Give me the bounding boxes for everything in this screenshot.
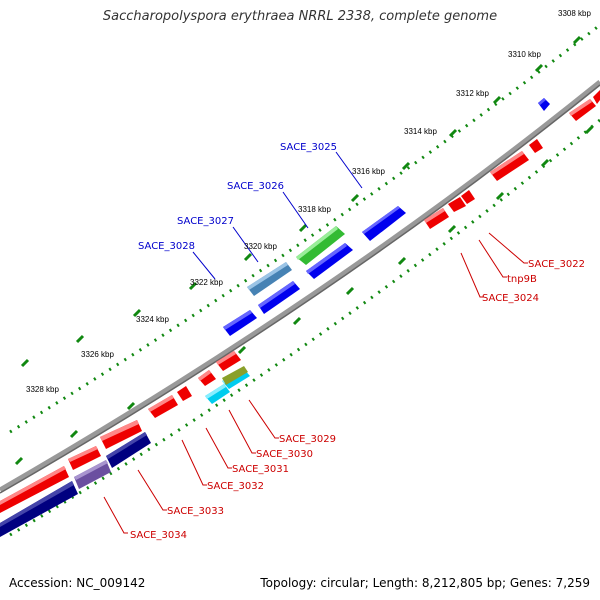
gene-sace-3025: [362, 206, 406, 241]
gene-sace-3020: [593, 90, 600, 104]
gene-label-tnp9b: tnp9B: [507, 274, 537, 285]
gene-sace-3032b: [148, 395, 178, 418]
gene-label-sace-3025: SACE_3025: [280, 142, 337, 153]
gene-label-sace-3030: SACE_3030: [256, 449, 313, 460]
inner-scale-track: [9, 118, 600, 537]
outer-major-ticks: [20, 35, 582, 368]
gene-label-sace-3027: SACE_3027: [177, 216, 234, 227]
gene-sace-3034-purple: [74, 460, 111, 489]
gene-sace-3024b: [424, 208, 449, 229]
kbp-label: 3316 kbp: [352, 167, 385, 176]
gene-label-sace-3032: SACE_3032: [207, 481, 264, 492]
kbp-label: 3312 kbp: [456, 89, 489, 98]
gene-sace-3033a: [100, 420, 142, 449]
top-leader-lines: [192, 151, 363, 280]
gene-sace-3034-red: [0, 466, 69, 513]
gene-label-sace-3022: SACE_3022: [528, 259, 585, 270]
gene-sace-3026: [296, 226, 345, 265]
gene-label-sace-3034: SACE_3034: [130, 530, 187, 541]
kbp-label: 3310 kbp: [508, 50, 541, 59]
kbp-label: 3326 kbp: [81, 350, 114, 359]
gene-sace-3030b: [222, 366, 248, 385]
gene-label-sace-3031: SACE_3031: [232, 464, 289, 475]
gene-sace-3033b: [68, 446, 101, 470]
gene-sace-3024a: [448, 197, 466, 212]
reverse-genes: [0, 90, 600, 537]
forward-genes: [223, 98, 550, 336]
gene-label-sace-3026: SACE_3026: [227, 181, 284, 192]
gene-sace-3022b: [490, 151, 529, 181]
gene-label-sace-3029: SACE_3029: [279, 434, 336, 445]
gene-sace-3028b: [258, 281, 300, 314]
kbp-label: 3318 kbp: [298, 205, 331, 214]
gene-sace-3027: [306, 243, 353, 279]
gene-sace-3033-navy: [106, 432, 151, 468]
gene-label-sace-3028: SACE_3028: [138, 241, 195, 252]
gene-sace-3034-navy: [0, 481, 78, 537]
gene-sace-3029-fwd: [223, 310, 257, 336]
gene-sace-3030: [205, 384, 230, 404]
accession-label: Accession: NC_009142: [9, 576, 146, 590]
gene-sace-3028a: [247, 262, 292, 296]
gene-sace-3031: [198, 370, 216, 386]
topology-label: Topology: circular; Length: 8,212,805 bp…: [260, 576, 590, 590]
gene-label-sace-3024: SACE_3024: [482, 293, 539, 304]
kbp-label: 3328 kbp: [26, 385, 59, 394]
map-title: Saccharopolyspora erythraea NRRL 2338, c…: [102, 9, 498, 24]
outer-scale-track: [9, 23, 600, 434]
gene-sace-3029: [216, 351, 241, 371]
kbp-label: 3324 kbp: [136, 315, 169, 324]
gene-sace-3022: [529, 139, 543, 153]
kbp-label: 3314 kbp: [404, 127, 437, 136]
kbp-label: 3320 kbp: [244, 242, 277, 251]
kbp-label: 3308 kbp: [558, 9, 591, 18]
genome-backbone: [0, 80, 600, 493]
kbp-label: 3322 kbp: [190, 278, 223, 287]
gene-sace-3021: [538, 98, 550, 111]
gene-sace-3032: [177, 386, 192, 401]
bottom-leader-lines: [103, 232, 528, 534]
gene-label-sace-3033: SACE_3033: [167, 506, 224, 517]
gene-sace-3021b: [569, 99, 596, 121]
gene-tnp9b: [461, 190, 475, 204]
